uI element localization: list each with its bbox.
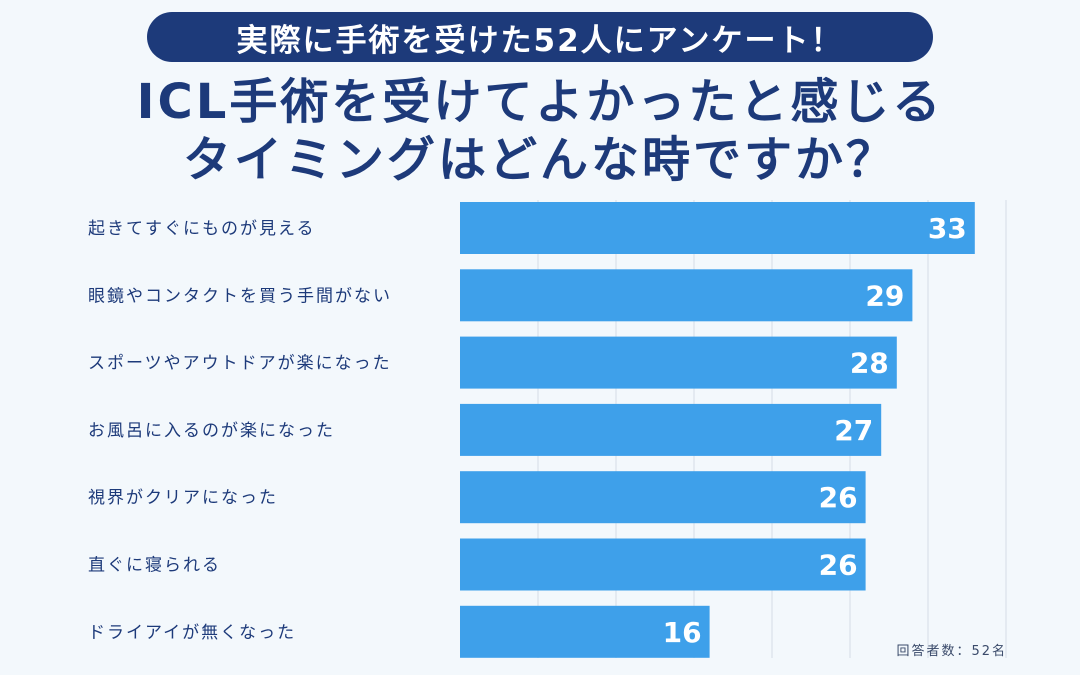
category-label: 視界がクリアになった bbox=[88, 488, 278, 508]
bar bbox=[460, 403, 882, 456]
page-title-line2: タイミングはどんな時ですか？ bbox=[182, 132, 897, 188]
bar bbox=[460, 336, 897, 389]
bar bbox=[460, 202, 975, 254]
survey-badge: 実際に手術を受けた52人にアンケート！ bbox=[147, 12, 933, 62]
category-label: スポーツやアウトドアが楽になった bbox=[88, 354, 392, 374]
value-label: 33 bbox=[928, 212, 967, 245]
chart-category-labels: 起きてすぐにものが見える眼鏡やコンタクトを買う手間がないスポーツやアウトドアが楽… bbox=[88, 219, 392, 643]
category-label: 起きてすぐにものが見える bbox=[88, 219, 316, 239]
value-label: 29 bbox=[865, 279, 904, 312]
value-label: 26 bbox=[819, 481, 858, 514]
bar bbox=[460, 269, 913, 322]
respondent-count: 回答者数：52名 bbox=[896, 644, 1007, 659]
value-label: 26 bbox=[819, 549, 858, 582]
value-label: 28 bbox=[850, 347, 889, 380]
bar bbox=[460, 605, 710, 658]
category-label: ドライアイが無くなった bbox=[88, 623, 296, 643]
value-label: 27 bbox=[834, 414, 873, 447]
bar bbox=[460, 538, 866, 591]
value-label: 16 bbox=[663, 616, 702, 649]
chart-value-labels: 33 29 28 27 26 26 16 bbox=[663, 212, 967, 649]
bar bbox=[460, 471, 866, 524]
category-label: 直ぐに寝られる bbox=[88, 555, 221, 576]
category-label: 眼鏡やコンタクトを買う手間がない bbox=[88, 286, 392, 306]
category-label: お風呂に入るのが楽になった bbox=[88, 421, 335, 441]
chart-bars bbox=[460, 202, 975, 658]
page-title-line1: ICL手術を受けてよかったと感じる bbox=[136, 74, 944, 130]
